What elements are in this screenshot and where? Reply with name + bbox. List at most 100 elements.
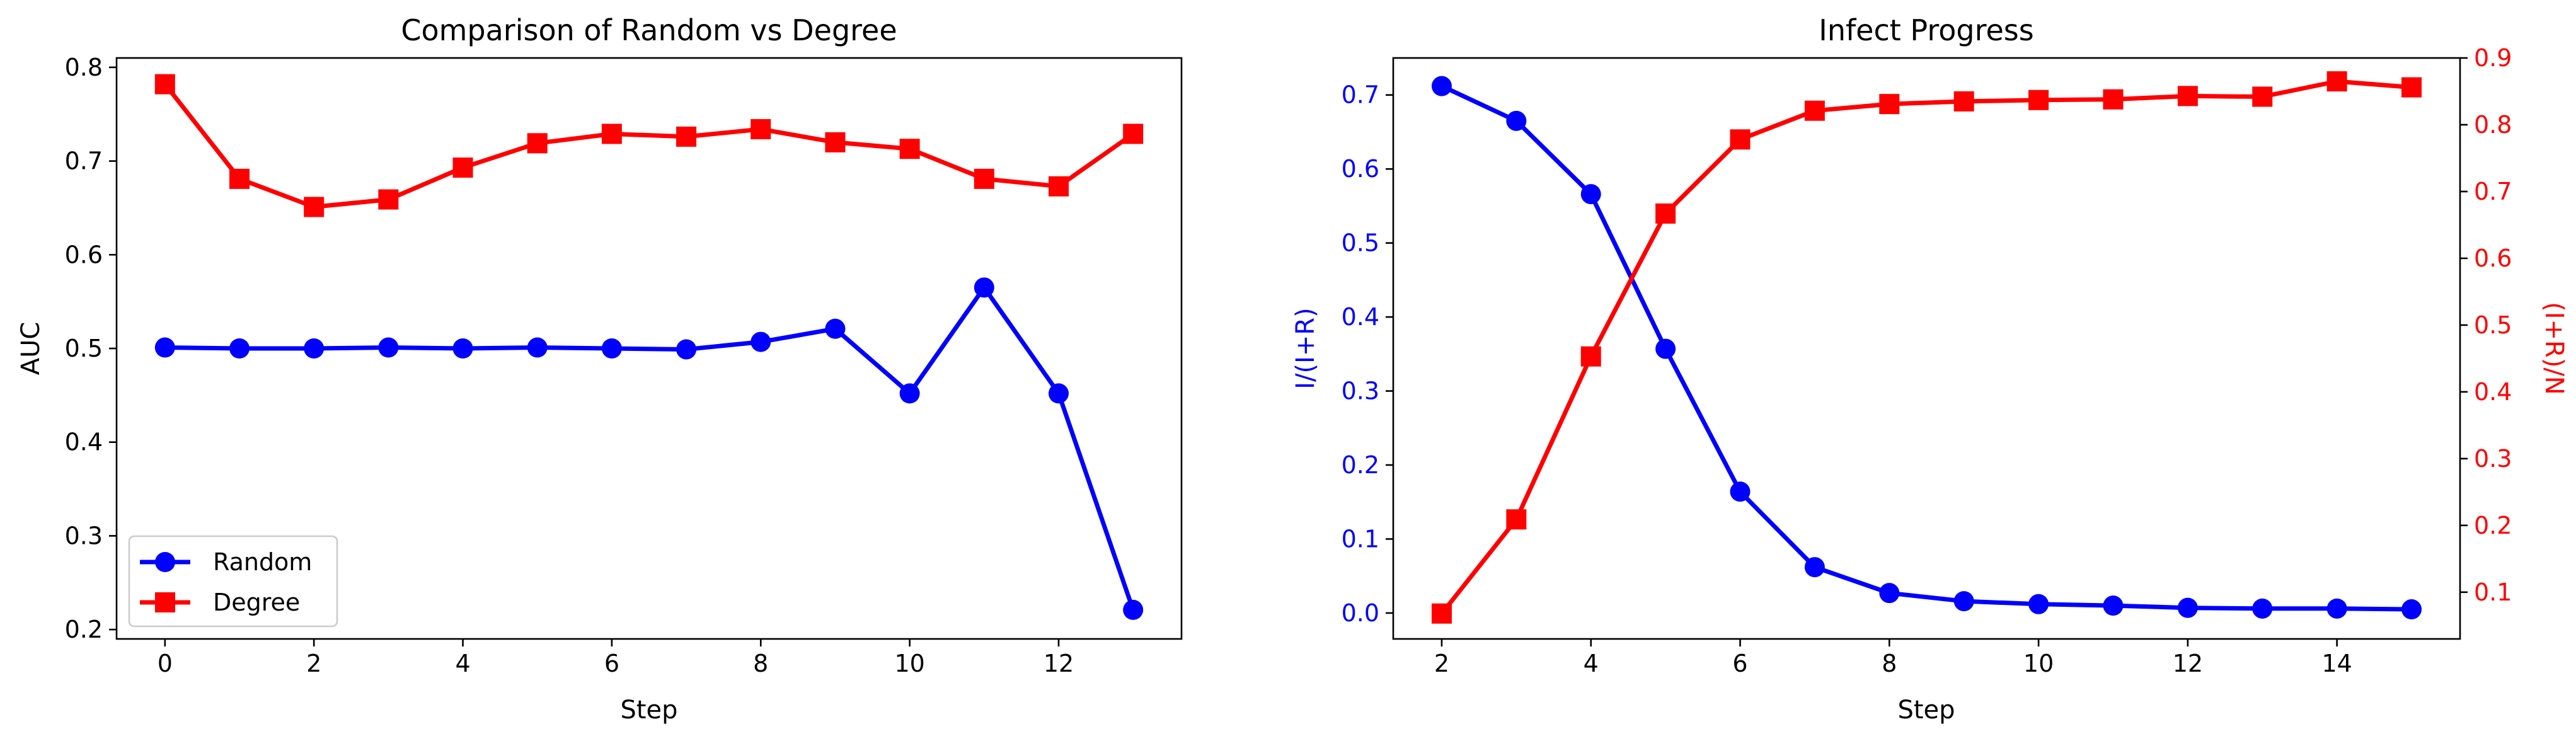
- chart-title: Comparison of Random vs Degree: [401, 13, 897, 47]
- y-ticks: 0.0 0.1 0.2 0.3 0.4 0.5 0.6 0.7: [1342, 81, 1393, 627]
- y-tick-label: 0.1: [1342, 525, 1379, 553]
- series-1-point: [1655, 203, 1676, 224]
- degree-point: [229, 168, 250, 189]
- y-tick-label: 0.5: [1342, 229, 1379, 257]
- y-tick-label: 0.8: [65, 54, 103, 81]
- series-0-point: [2252, 598, 2273, 619]
- series-0-point: [1879, 583, 1900, 604]
- random-point: [154, 337, 175, 358]
- y-tick-label: 0.2: [65, 616, 103, 643]
- x-axis-label: Step: [620, 696, 677, 725]
- y2-tick-label: 0.2: [2474, 512, 2512, 539]
- x-tick-label: 6: [604, 650, 619, 677]
- series-0-point: [1804, 557, 1825, 578]
- degree-point: [750, 119, 771, 140]
- series-1-point: [1431, 603, 1452, 624]
- random-point: [974, 277, 994, 298]
- legend-random-marker: [155, 552, 175, 572]
- y-tick-label: 0.4: [65, 428, 103, 456]
- y-axis-label: AUC: [16, 322, 45, 376]
- series-0-line: [1440, 84, 2412, 612]
- auc-comparison-chart: Comparison of Random vs Degree Step AUC …: [16, 13, 1183, 725]
- series-0-point: [1730, 481, 1751, 502]
- y-tick-label: 0.6: [1342, 155, 1379, 183]
- series-1-point: [2326, 71, 2347, 92]
- plot-frame: [1392, 57, 2461, 640]
- series-layer: [154, 74, 1144, 620]
- x-tick-label: 8: [753, 650, 768, 677]
- random-point: [825, 318, 846, 339]
- chart-title: Infect Progress: [1819, 13, 2033, 47]
- degree-point: [527, 133, 548, 154]
- y2-tick-label: 0.5: [2474, 311, 2512, 339]
- random-line: [164, 285, 1136, 611]
- y-tick-label: 0.7: [1342, 81, 1379, 109]
- series-1-point: [1953, 91, 1974, 112]
- series-layer: [1431, 71, 2422, 624]
- y2-tick-label: 0.6: [2474, 244, 2512, 272]
- y-tick-label: 0.3: [65, 522, 103, 549]
- x-tick-label: 10: [2023, 650, 2054, 677]
- series-1-point: [1730, 129, 1751, 150]
- series-0-point: [2103, 595, 2124, 616]
- series-0-point: [1655, 338, 1676, 359]
- series-0-point: [2401, 599, 2422, 620]
- random-point: [899, 383, 920, 404]
- random-point: [229, 338, 250, 359]
- degree-point: [825, 132, 846, 152]
- series-1-point: [2177, 86, 2198, 106]
- y2-tick-label: 0.9: [2474, 44, 2512, 72]
- x-tick-label: 6: [1732, 650, 1747, 677]
- degree-point: [974, 168, 994, 189]
- x-tick-label: 0: [158, 650, 173, 677]
- x-tick-label: 4: [1584, 650, 1599, 677]
- series-1-point: [1580, 346, 1601, 367]
- y2-tick-label: 0.7: [2474, 178, 2512, 205]
- degree-point: [1049, 176, 1069, 197]
- x-tick-label: 8: [1882, 650, 1897, 677]
- x-tick-label: 2: [306, 650, 321, 677]
- random-point: [1123, 599, 1144, 620]
- series-0-point: [2177, 597, 2198, 618]
- x-axis-label: Step: [1897, 696, 1955, 725]
- degree-line: [163, 83, 1135, 209]
- x-tick-label: 12: [2173, 650, 2203, 677]
- series-1-point: [2103, 89, 2124, 110]
- infect-progress-chart: Infect Progress Step I/(I+R) (I+R)/N 2 4 6…: [1291, 13, 2568, 725]
- degree-point: [304, 197, 325, 217]
- random-point: [527, 337, 548, 358]
- series-1-point: [1879, 94, 1900, 115]
- series-0-point: [1580, 184, 1601, 205]
- degree-point: [601, 123, 622, 144]
- degree-point: [899, 139, 920, 159]
- series-1-point: [2252, 86, 2273, 107]
- series-0-point: [1953, 591, 1974, 612]
- legend-degree-marker: [155, 592, 175, 612]
- x-tick-label: 12: [1044, 650, 1074, 677]
- x-tick-label: 4: [455, 650, 470, 677]
- legend-random-label: Random: [213, 548, 312, 576]
- series-1-point: [1804, 100, 1825, 121]
- y2-tick-label: 0.3: [2474, 445, 2512, 473]
- x-tick-label: 2: [1434, 650, 1449, 677]
- series-1-line: [1440, 79, 2412, 615]
- y2-tick-label: 0.8: [2474, 111, 2512, 139]
- degree-point: [1123, 123, 1144, 144]
- y-tick-label: 0.2: [1342, 451, 1379, 479]
- series-1-point: [2028, 89, 2049, 110]
- series-0-point: [2028, 594, 2049, 614]
- degree-point: [452, 157, 473, 178]
- y-tick-label: 0.4: [1342, 303, 1379, 331]
- random-point: [601, 338, 622, 359]
- random-point: [452, 338, 473, 359]
- x-tick-label: 10: [894, 650, 924, 677]
- series-0-point: [1431, 76, 1452, 96]
- legend: Random Degree: [128, 535, 338, 628]
- legend-degree-label: Degree: [213, 589, 300, 616]
- y-ticks: 0.2 0.3 0.4 0.5 0.6 0.7 0.8: [65, 54, 117, 643]
- x-tick-label: 14: [2321, 650, 2352, 677]
- y2-ticks: 0.1 0.2 0.3 0.4 0.5 0.6 0.7 0.8 0.9: [2460, 44, 2512, 606]
- series-0-point: [1506, 110, 1527, 131]
- series-1-point: [1506, 509, 1527, 530]
